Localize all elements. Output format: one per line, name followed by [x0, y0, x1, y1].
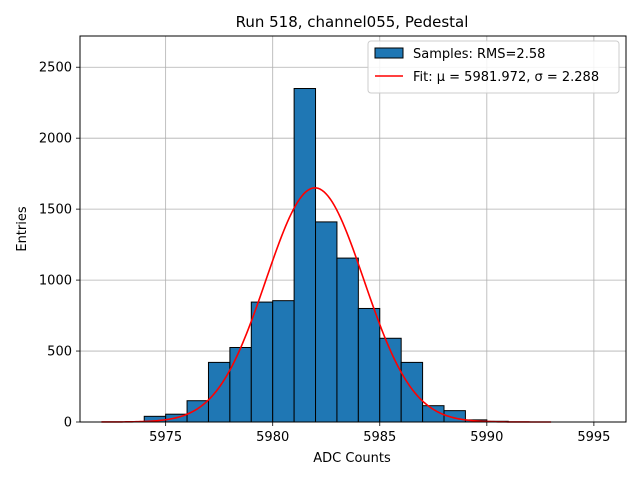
- histogram-bar: [250, 301, 274, 423]
- legend-label-fit: Fit: μ = 5981.972, σ = 2.288: [413, 70, 599, 85]
- legend-label-samples: Samples: RMS=2.58: [413, 47, 545, 62]
- y-tick-label: 2500: [39, 61, 72, 76]
- histogram-bar: [400, 361, 424, 423]
- legend-box: [367, 40, 620, 94]
- y-tick-label: 0: [64, 416, 72, 431]
- histogram-bar: [315, 221, 338, 423]
- histogram-bar: [293, 88, 317, 423]
- legend: Samples: RMS=2.58 Fit: μ = 5981.972, σ =…: [367, 40, 620, 94]
- legend-swatch-samples: [374, 47, 404, 59]
- y-tick-label: 2000: [39, 132, 72, 147]
- y-axis-label: Entries: [15, 206, 30, 252]
- y-tick-label: 1000: [39, 274, 72, 289]
- x-axis: 5975 5980 5985 5990 5995: [149, 422, 610, 445]
- x-tick-label: 5975: [149, 430, 182, 445]
- histogram-bar: [357, 307, 381, 423]
- fit-curve: [101, 187, 552, 423]
- x-tick-label: 5980: [256, 430, 289, 445]
- x-axis-label: ADC Counts: [313, 451, 391, 466]
- y-tick-label: 500: [47, 345, 72, 360]
- x-tick-label: 5990: [470, 430, 503, 445]
- chart-title: Run 518, channel055, Pedestal: [236, 13, 469, 31]
- x-tick-label: 5995: [577, 430, 610, 445]
- histogram-bar: [336, 257, 359, 423]
- histogram-bar: [207, 361, 231, 423]
- y-tick-label: 1500: [39, 203, 72, 218]
- histogram-bars: [143, 88, 509, 423]
- histogram-bar: [272, 300, 295, 423]
- x-tick-label: 5985: [363, 430, 396, 445]
- plot-frame: [79, 35, 627, 423]
- histogram-bar: [229, 346, 252, 423]
- y-axis: 0 500 1000 1500 2000 2500: [39, 61, 80, 431]
